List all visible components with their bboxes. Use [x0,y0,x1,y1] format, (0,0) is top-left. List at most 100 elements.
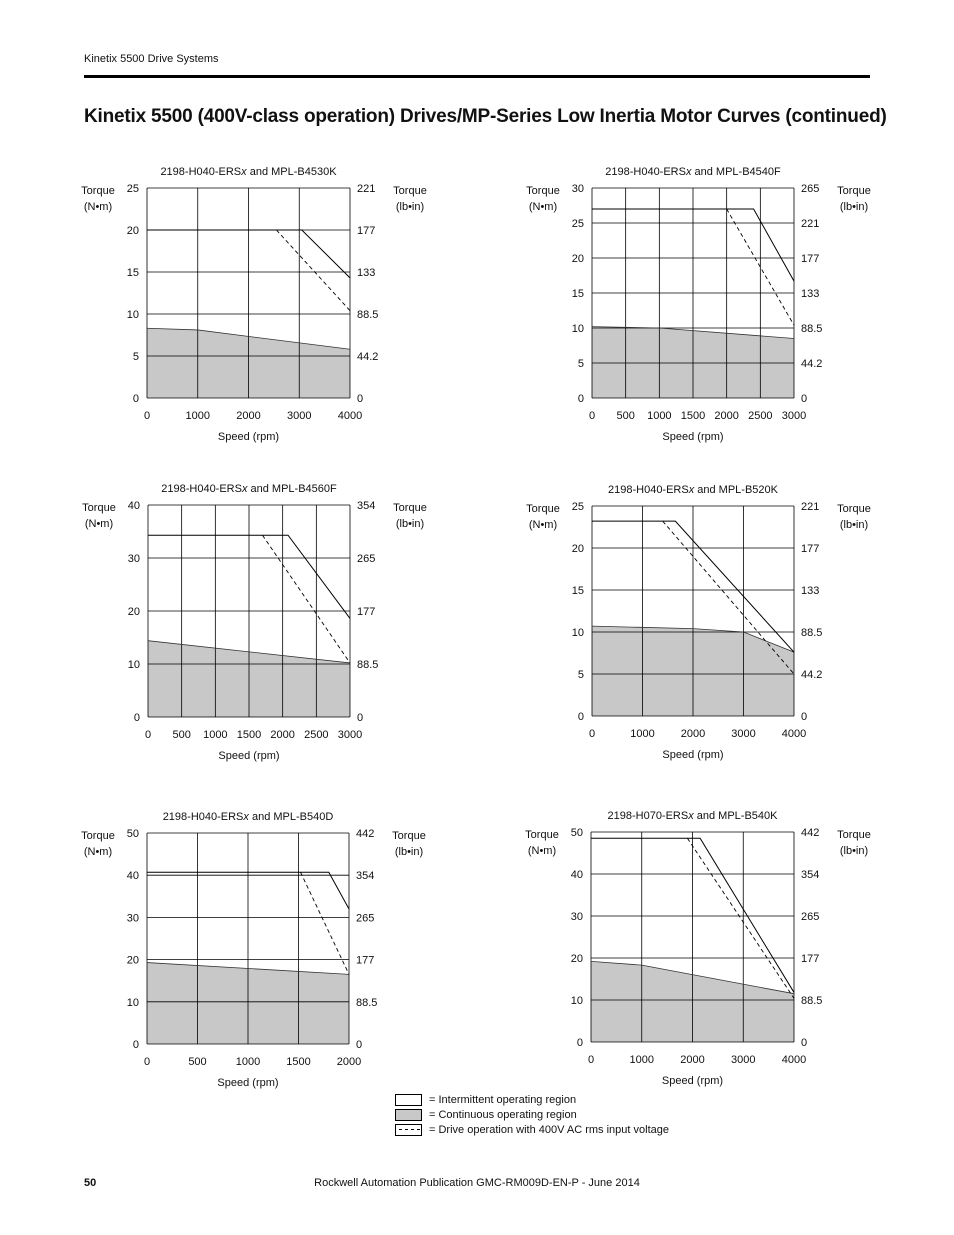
chart-title: 2198-H070-ERSx and MPL-B540K [608,810,779,822]
x-tick-label: 0 [588,1054,594,1066]
legend-label-intermittent: = Intermittent operating region [429,1093,577,1106]
y-right-tick-label: 0 [357,712,363,724]
y-tick-label: 25 [572,218,584,230]
chart-title-part: 2198-H040-ERS [161,483,242,495]
chart-title-part: 2198-H040-ERS [160,166,241,178]
drive-400v-dashed-line [276,229,351,311]
y-right-axis-label: Torque [393,502,427,514]
y-tick-label: 30 [127,912,139,924]
y-right-tick-label: 177 [801,253,819,265]
y-right-tick-label: 354 [357,500,375,512]
x-tick-label: 3000 [731,728,755,740]
drive-400v-dashed-line [687,838,795,999]
chart-6: 2198-H070-ERSx and MPL-B540K 0 10 20 30 40 50 0… [525,810,871,1087]
y-right-axis-label: Torque [392,830,426,842]
y-right-tick-label: 0 [801,1037,807,1049]
chart-title: 2198-H040-ERSx and MPL-B540D [163,811,334,823]
y-tick-label: 5 [578,358,584,370]
intermittent-boundary-line [592,520,795,653]
y-axis-unit: (N•m) [528,845,556,857]
x-tick-label: 0 [144,1056,150,1068]
y-tick-label: 30 [571,911,583,923]
y-axis-unit: (N•m) [84,846,112,858]
y-right-tick-label: 354 [356,870,374,882]
x-tick-label: 4000 [338,410,362,422]
y-right-axis-label: Torque [837,829,871,841]
x-tick-label: 2000 [337,1056,361,1068]
y-right-tick-label: 0 [801,393,807,405]
y-right-tick-label: 0 [356,1039,362,1051]
chart-title-part: and MPL-B4560F [247,483,337,495]
chart-title-part: 2198-H040-ERS [605,166,686,178]
drive-400v-dashed-line [262,534,351,664]
y-tick-label: 5 [578,669,584,681]
y-axis-unit: (N•m) [84,201,112,213]
y-right-tick-label: 221 [357,183,375,195]
y-axis-label: Torque [81,830,115,842]
y-axis-label: Torque [526,503,560,515]
y-right-tick-label: 442 [801,827,819,839]
y-axis-label: Torque [82,502,116,514]
chart-title-part: and MPL-B520K [694,484,778,496]
y-right-tick-label: 44.2 [357,351,378,363]
y-right-axis-unit: (lb•in) [396,518,424,530]
x-tick-label: 1000 [186,410,210,422]
y-right-axis-unit: (lb•in) [840,519,868,531]
y-right-tick-label: 265 [801,183,819,195]
x-tick-label: 2000 [270,729,294,741]
x-axis-label: Speed (rpm) [218,431,279,443]
y-right-axis-unit: (lb•in) [395,846,423,858]
y-tick-label: 0 [578,711,584,723]
y-axis-unit: (N•m) [85,518,113,530]
y-tick-label: 10 [572,627,584,639]
chart-5: 2198-H040-ERSx and MPL-B540D010203040500… [81,811,426,1089]
y-right-tick-label: 88.5 [356,997,377,1009]
continuous-boundary-line [146,962,350,975]
x-tick-label: 500 [616,410,634,422]
x-tick-label: 1000 [630,1054,654,1066]
y-tick-label: 40 [128,500,140,512]
legend-swatch-400v [395,1123,422,1136]
intermittent-boundary-line [591,837,795,993]
intermittent-boundary-line [147,871,350,910]
x-tick-label: 1000 [203,729,227,741]
header-rule [84,75,870,78]
y-right-tick-label: 0 [357,393,363,405]
y-right-axis-label: Torque [837,185,871,197]
y-right-tick-label: 442 [356,828,374,840]
y-tick-label: 15 [572,585,584,597]
x-tick-label: 2000 [681,728,705,740]
x-tick-label: 2000 [714,410,738,422]
x-axis-label: Speed (rpm) [218,750,279,762]
chart-title-part: 2198-H040-ERS [163,811,244,823]
drive-400v-dashed-line [726,208,795,326]
x-tick-label: 3000 [782,410,806,422]
x-tick-label: 1000 [647,410,671,422]
legend-swatch-continuous [395,1108,422,1121]
chart-title-part: x [240,166,247,178]
y-tick-label: 20 [571,953,583,965]
y-right-tick-label: 177 [357,225,375,237]
y-tick-label: 10 [571,995,583,1007]
y-tick-label: 0 [577,1037,583,1049]
chart-title: 2198-H040-ERSx and MPL-B520K [608,484,779,496]
y-tick-label: 40 [571,869,583,881]
page-title: Kinetix 5500 (400V-class operation) Driv… [84,106,887,127]
intermittent-boundary-line [147,229,351,279]
y-tick-label: 10 [572,323,584,335]
chart-title-part: x [688,484,695,496]
drive-400v-dashed-line [662,520,795,675]
legend-item-continuous: = Continuous operating region [395,1107,669,1122]
chart-title-part: 2198-H070-ERS [608,810,689,822]
y-right-tick-label: 88.5 [801,627,822,639]
legend: = Intermittent operating region = Contin… [395,1092,669,1137]
y-tick-label: 0 [578,393,584,405]
y-right-tick-label: 133 [801,585,819,597]
chart-title-part: x [687,810,694,822]
chart-title-part: and MPL-B540D [249,811,333,823]
x-tick-label: 3000 [731,1054,755,1066]
x-tick-label: 500 [188,1056,206,1068]
x-tick-label: 4000 [782,728,806,740]
continuous-boundary-line [591,625,795,653]
y-tick-label: 0 [133,393,139,405]
